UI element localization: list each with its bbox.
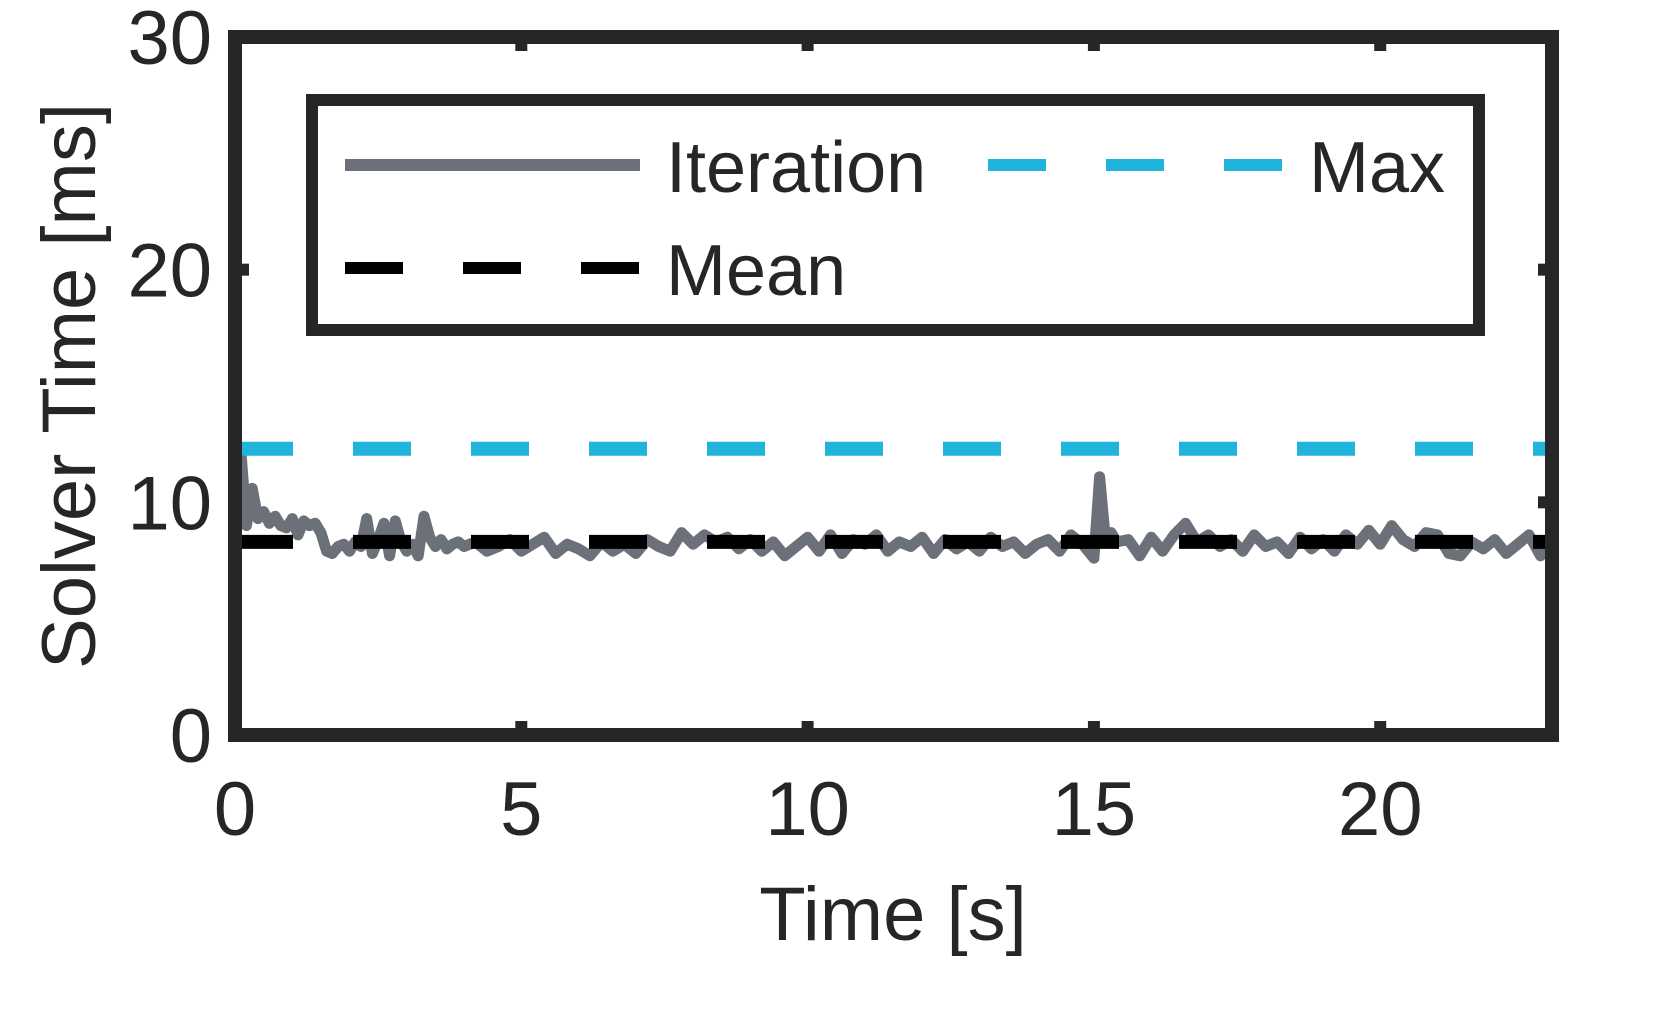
- plot-series: [229, 441, 1557, 564]
- legend-label-iteration: Iteration: [666, 128, 926, 208]
- y-tick-label: 20: [127, 229, 212, 314]
- legend: Iteration Max Mean: [306, 94, 1485, 336]
- x-tick-label: 10: [765, 767, 850, 852]
- y-tick-label: 0: [170, 694, 212, 779]
- x-tick-label: 0: [214, 767, 256, 852]
- y-tick-label: 10: [127, 461, 212, 546]
- y-tick-label: 30: [127, 0, 212, 81]
- series-line-iteration: [229, 443, 1557, 564]
- legend-label-max: Max: [1309, 128, 1445, 208]
- y-axis-label: Solver Time [ms]: [27, 103, 112, 669]
- y-tick-labels: 0 10 20 30: [127, 0, 212, 779]
- legend-label-mean: Mean: [666, 231, 846, 311]
- x-axis-label: Time [s]: [759, 872, 1026, 957]
- x-tick-label: 15: [1052, 767, 1137, 852]
- x-tick-labels: 0 5 10 15 20: [214, 767, 1423, 852]
- x-tick-label: 5: [500, 767, 542, 852]
- plot-area-frame: [228, 30, 1559, 742]
- x-tick-label: 20: [1338, 767, 1423, 852]
- legend-box: [306, 94, 1485, 336]
